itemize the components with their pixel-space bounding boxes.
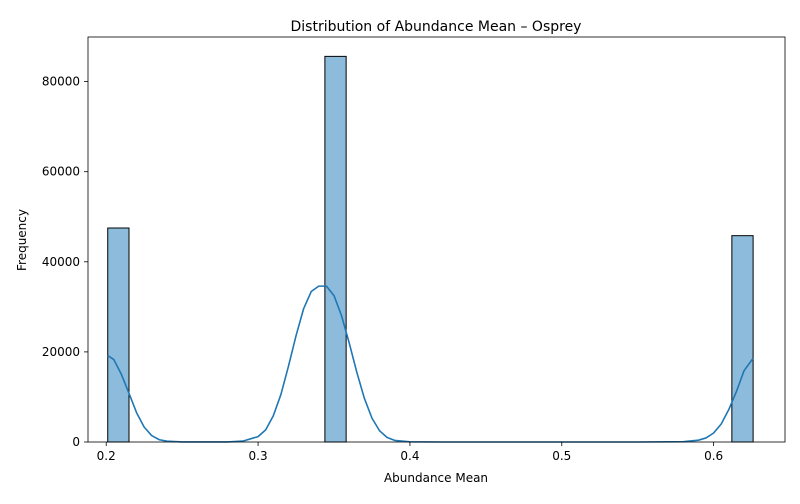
- x-axis-label: Abundance Mean: [384, 471, 488, 485]
- chart-title: Distribution of Abundance Mean – Osprey: [291, 19, 582, 35]
- plot-frame: [87, 36, 786, 443]
- y-tick-label: 0: [72, 435, 80, 449]
- y-tick-label: 60000: [42, 165, 80, 179]
- kde-layer: [107, 285, 754, 443]
- y-tick-label: 20000: [42, 345, 80, 359]
- kde-curve: [107, 285, 754, 443]
- histogram-bar-2: [324, 55, 347, 443]
- y-tick-label: 80000: [42, 75, 80, 89]
- y-axis-label: Frequency: [15, 209, 29, 271]
- histogram-bar-1: [107, 227, 130, 443]
- x-tick-label: 0.4: [400, 449, 419, 463]
- x-tick-label: 0.3: [249, 449, 268, 463]
- y-tick-label: 40000: [42, 255, 80, 269]
- x-axis-ticks: 0.2 0.3 0.4 0.5 0.6: [97, 442, 723, 463]
- x-tick-label: 0.6: [704, 449, 723, 463]
- x-tick-label: 0.5: [552, 449, 571, 463]
- x-tick-label: 0.2: [97, 449, 116, 463]
- histogram-bar-3: [731, 235, 754, 443]
- bars-layer: [107, 55, 754, 443]
- y-axis-ticks: 0 20000 40000 60000 80000: [42, 75, 88, 449]
